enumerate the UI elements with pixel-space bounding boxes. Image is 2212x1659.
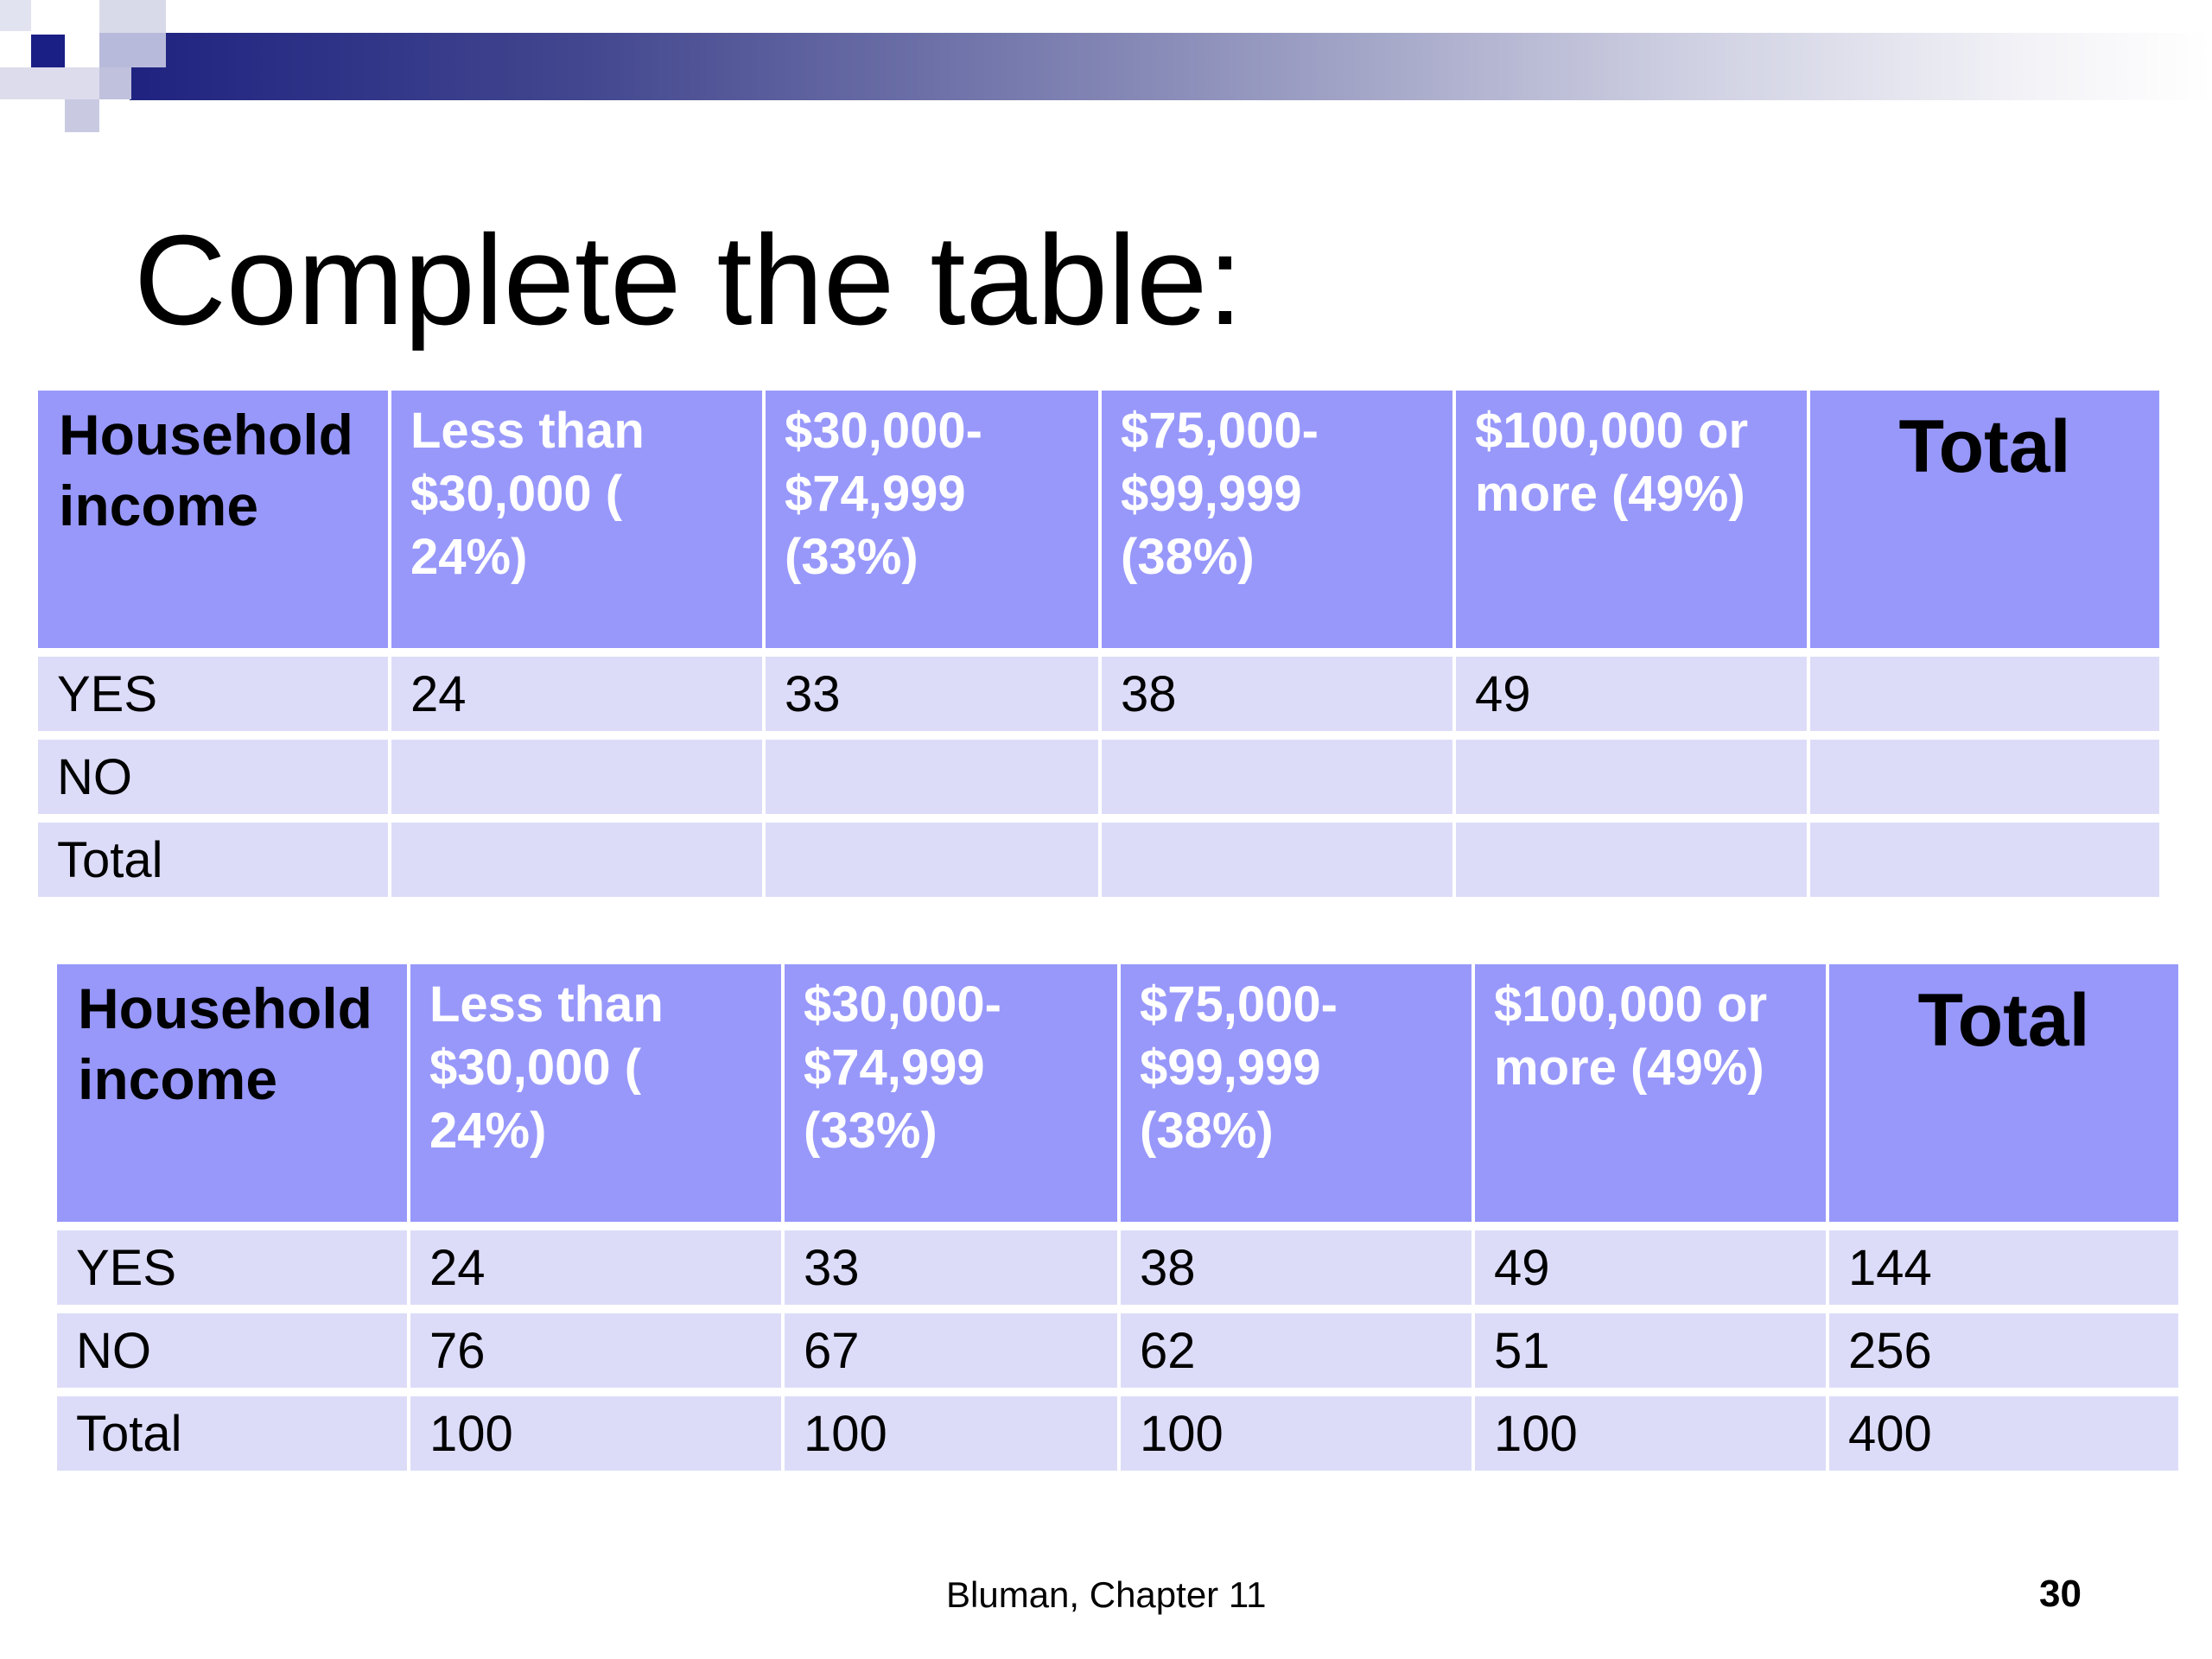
- table-cell: 100: [1121, 1396, 1471, 1471]
- table-cell: [1810, 740, 2159, 814]
- row-label-cell: NO: [38, 740, 388, 814]
- header-75000-99999: $75,000- $99,999 (38%): [1121, 964, 1471, 1222]
- table-row-no: NO: [38, 740, 2159, 814]
- table-cell: 51: [1475, 1313, 1826, 1388]
- table-cell: 38: [1102, 657, 1452, 731]
- table-cell: [391, 740, 762, 814]
- table-cell: [1102, 823, 1452, 897]
- header-30000-74999: $30,000- $74,999 (33%): [766, 391, 1098, 648]
- header-decoration-square: [31, 35, 65, 67]
- header-decoration-square: [0, 0, 31, 31]
- table-cell: [766, 740, 1098, 814]
- household-income-table-incomplete: Household income Less than $30,000 ( 24%…: [35, 382, 2163, 906]
- table-cell: [1456, 740, 1807, 814]
- table-header-row: Household income Less than $30,000 ( 24%…: [38, 391, 2159, 648]
- table-cell: 76: [410, 1313, 781, 1388]
- table-cell: 67: [785, 1313, 1117, 1388]
- row-label-cell: YES: [38, 657, 388, 731]
- row-label-cell: YES: [57, 1230, 407, 1305]
- header-gradient-bar: [130, 33, 2212, 100]
- header-household-income: Household income: [38, 391, 388, 648]
- header-75000-99999: $75,000- $99,999 (38%): [1102, 391, 1452, 648]
- row-label-cell: NO: [57, 1313, 407, 1388]
- table-cell: 24: [410, 1230, 781, 1305]
- table-cell: 100: [785, 1396, 1117, 1471]
- table-row-yes: YES 24 33 38 49 144: [57, 1230, 2178, 1305]
- table-cell: [1102, 740, 1452, 814]
- header-total: Total: [1829, 964, 2178, 1222]
- slide-title: Complete the table:: [134, 209, 1243, 352]
- header-decoration-square: [99, 0, 166, 33]
- table-cell: 400: [1829, 1396, 2178, 1471]
- household-income-table-complete: Household income Less than $30,000 ( 24%…: [54, 956, 2182, 1479]
- header-household-income: Household income: [57, 964, 407, 1222]
- header-total: Total: [1810, 391, 2159, 648]
- table-cell: 33: [785, 1230, 1117, 1305]
- table-cell: 38: [1121, 1230, 1471, 1305]
- header-100000-or-more: $100,000 or more (49%): [1475, 964, 1826, 1222]
- table-cell: [391, 823, 762, 897]
- header-decoration-square: [0, 67, 99, 99]
- table-cell: [1810, 823, 2159, 897]
- table-cell: 256: [1829, 1313, 2178, 1388]
- table-cell: 49: [1456, 657, 1807, 731]
- table-row-total: Total: [38, 823, 2159, 897]
- table-cell: 33: [766, 657, 1098, 731]
- header-less-than-30000: Less than $30,000 ( 24%): [391, 391, 762, 648]
- row-label-cell: Total: [57, 1396, 407, 1471]
- slide-footer-source: Bluman, Chapter 11: [946, 1574, 1267, 1615]
- table-cell: [766, 823, 1098, 897]
- table-row-no: NO 76 67 62 51 256: [57, 1313, 2178, 1388]
- table-row-yes: YES 24 33 38 49: [38, 657, 2159, 731]
- header-less-than-30000: Less than $30,000 ( 24%): [410, 964, 781, 1222]
- table-cell: 24: [391, 657, 762, 731]
- table-cell: 100: [410, 1396, 781, 1471]
- row-label-cell: Total: [38, 823, 388, 897]
- table-cell: 100: [1475, 1396, 1826, 1471]
- table-cell: [1456, 823, 1807, 897]
- header-100000-or-more: $100,000 or more (49%): [1456, 391, 1807, 648]
- table-header-row: Household income Less than $30,000 ( 24%…: [57, 964, 2178, 1222]
- header-decoration-square: [99, 67, 131, 99]
- header-decoration-square: [99, 33, 166, 67]
- table-cell: 49: [1475, 1230, 1826, 1305]
- table-row-total: Total 100 100 100 100 400: [57, 1396, 2178, 1471]
- slide-page-number: 30: [2039, 1573, 2082, 1615]
- table-cell: 62: [1121, 1313, 1471, 1388]
- header-decoration-square: [65, 99, 99, 132]
- header-30000-74999: $30,000- $74,999 (33%): [785, 964, 1117, 1222]
- table-cell: [1810, 657, 2159, 731]
- table-cell: 144: [1829, 1230, 2178, 1305]
